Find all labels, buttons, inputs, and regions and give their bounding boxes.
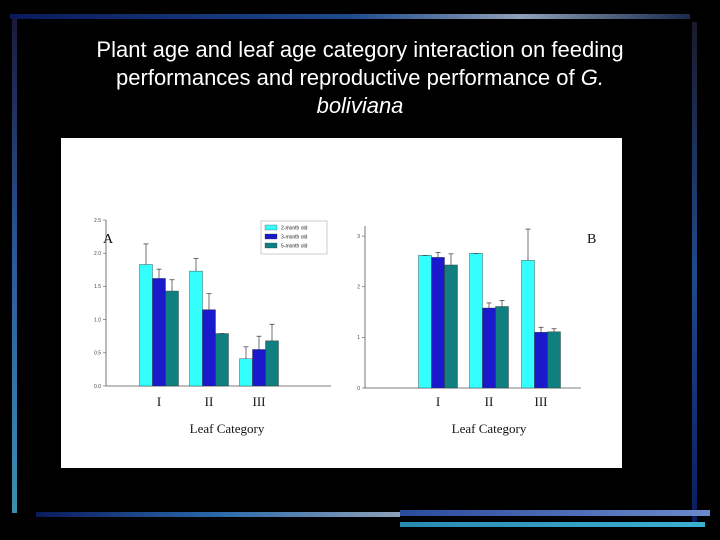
y-tick-label: 0 [357,386,360,392]
bar [239,358,253,387]
bar [444,264,458,389]
x-axis-label: Leaf Category [190,421,265,436]
legend-entry: 3-month old [281,235,308,241]
frame-bottom-right [400,510,710,516]
legend-swatch [264,224,278,231]
bar [265,340,279,387]
x-tick-label: II [205,394,214,409]
x-tick-label: II [485,394,494,409]
frame-bottom-left [36,512,400,517]
title-line-2-italic: G. [580,65,604,90]
x-axis-label: Leaf Category [452,421,527,436]
x-tick-label: III [253,394,266,409]
bar [534,332,548,389]
frame-top-left [10,14,350,19]
bar [165,290,179,387]
bar [189,270,203,387]
bar [431,257,445,389]
y-tick-label: 1.5 [94,284,101,290]
bar [521,260,535,389]
x-tick-label: I [157,394,161,409]
y-tick-label: 3 [357,234,360,240]
y-tick-label: 2.5 [94,218,101,224]
legend-entry: 2-month old [281,226,308,232]
bar [495,306,509,389]
legend-swatch [264,242,278,249]
panel-label: A [103,232,114,247]
y-tick-label: 1 [357,335,360,341]
y-tick-label: 2.0 [94,251,101,257]
frame-bottom-accent [400,522,705,527]
slide-title: Plant age and leaf age category interact… [40,36,680,120]
bar [152,278,166,387]
legend-swatch [264,233,278,240]
title-line-1: Plant age and leaf age category interact… [96,37,624,62]
frame-left [12,18,17,513]
bar [139,264,153,387]
x-tick-label: I [436,394,440,409]
frame-top-right [350,14,690,19]
frame-right [692,22,697,527]
title-line-2-prefix: performances and reproductive performanc… [116,65,575,90]
y-tick-label: 0.0 [94,384,101,390]
y-tick-label: 0.5 [94,351,101,357]
bar [202,309,216,387]
legend-entry: 5-month old [281,244,308,250]
bar [252,349,266,387]
bar [215,333,229,387]
title-line-3-italic: boliviana [316,93,404,118]
bar [547,331,561,389]
bar [469,253,483,389]
chart-figure: 0.0 0.5 1.0 1.5 2.0 2.5 I II III Leaf Category A 2-… [61,138,622,468]
panel-label: B [587,232,596,247]
y-tick-label: 2 [357,285,360,291]
y-tick-label: 1.0 [94,317,101,323]
bar [418,255,432,389]
x-tick-label: III [535,394,548,409]
bar [482,307,496,389]
